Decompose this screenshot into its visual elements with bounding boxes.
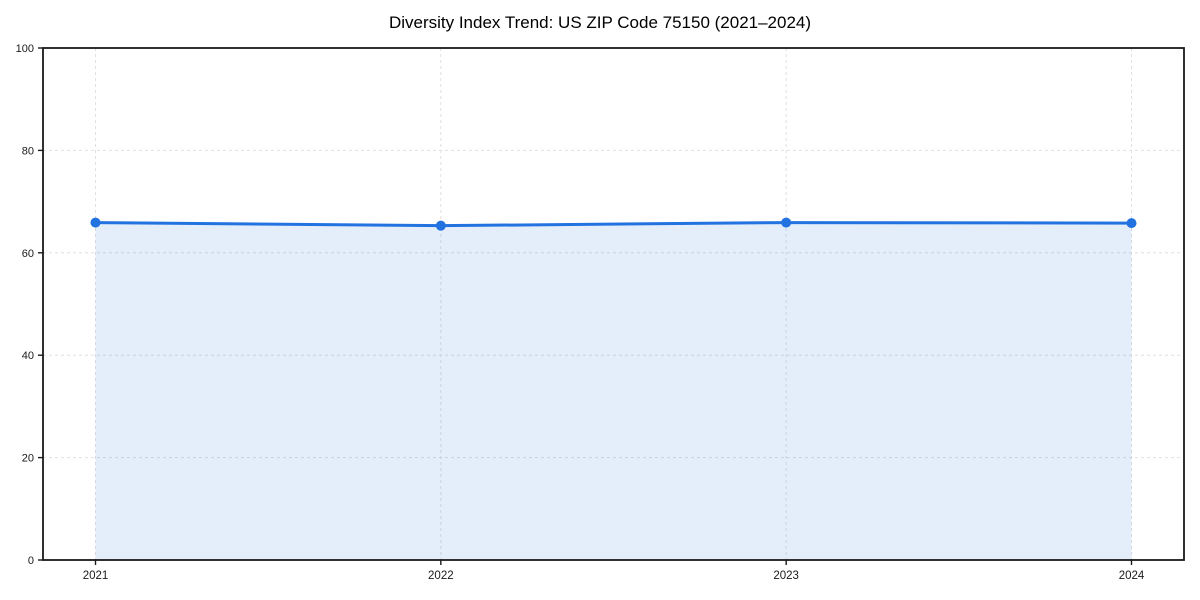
y-tick-label: 100: [16, 43, 34, 55]
data-point-2023: [781, 217, 792, 228]
chart-title: Diversity Index Trend: US ZIP Code 75150…: [388, 13, 812, 32]
x-tick-label: 2022: [428, 570, 454, 582]
x-tick-label: 2021: [83, 570, 109, 582]
plot-border: [42, 47, 1185, 561]
trend-line: [94, 221, 1133, 228]
x-tick-label: 2023: [773, 570, 799, 582]
y-tick-label: 80: [22, 145, 34, 157]
data-point-2021: [90, 217, 101, 228]
y-tick-label: 60: [22, 248, 34, 260]
data-point-2022: [435, 220, 446, 231]
y-tick-label: 40: [22, 350, 34, 362]
y-tick-label: 20: [22, 453, 34, 465]
x-tick-label: 2024: [1119, 570, 1145, 582]
y-tick-label: 0: [28, 555, 34, 567]
area-fill: [95, 222, 1132, 561]
data-point-2024: [1126, 218, 1137, 229]
